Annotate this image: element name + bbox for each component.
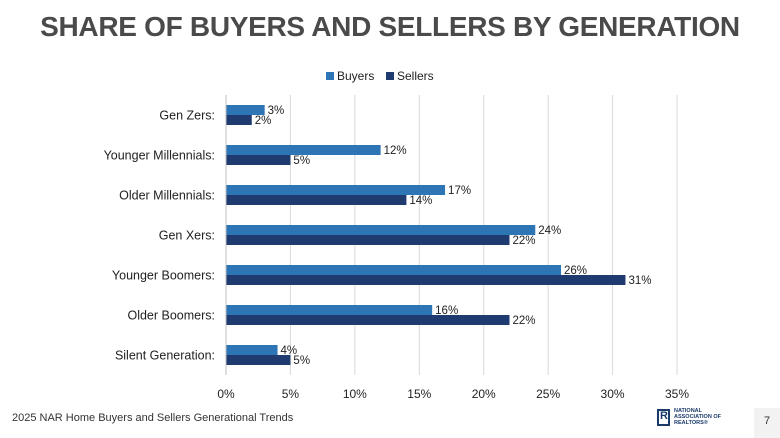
page-number: 7 (754, 408, 780, 438)
bar-sellers (226, 155, 291, 165)
category-label: Younger Millennials: (104, 149, 215, 163)
legend-swatch (386, 72, 394, 80)
legend-label: Buyers (337, 69, 374, 83)
legend-swatch (326, 72, 334, 80)
data-label: 2% (255, 115, 272, 127)
data-label: 5% (293, 155, 310, 167)
bar-sellers (226, 235, 510, 245)
x-tick-label: 0% (217, 387, 235, 401)
category-label: Silent Generation: (115, 349, 215, 363)
bar-sellers (226, 315, 510, 325)
category-label: Gen Xers: (159, 229, 215, 243)
data-label: 22% (512, 235, 535, 247)
bar-sellers (226, 115, 252, 125)
x-tick-label: 35% (665, 387, 689, 401)
bar-buyers (226, 305, 433, 315)
x-tick-label: 10% (343, 387, 367, 401)
data-label: 12% (384, 145, 407, 157)
bar-buyers (226, 265, 562, 275)
data-label: 16% (435, 305, 458, 317)
category-label: Gen Zers: (159, 109, 215, 123)
legend-label: Sellers (397, 69, 434, 83)
source-footnote: 2025 NAR Home Buyers and Sellers Generat… (12, 412, 294, 424)
nar-logo: NATIONAL ASSOCIATION OF REALTORS® (657, 407, 737, 429)
category-label: Older Boomers: (127, 309, 215, 323)
data-label: 22% (512, 315, 535, 327)
bar-buyers (226, 185, 446, 195)
realtor-r-icon (657, 409, 670, 426)
data-label: 4% (281, 345, 298, 357)
category-label: Older Millennials: (119, 189, 215, 203)
logo-text: NATIONAL ASSOCIATION OF REALTORS® (674, 408, 721, 426)
data-label: 17% (448, 185, 471, 197)
bar-sellers (226, 275, 626, 285)
data-label: 5% (293, 355, 310, 367)
bar-sellers (226, 195, 407, 205)
data-label: 14% (409, 195, 432, 207)
data-label: 26% (564, 265, 587, 277)
x-tick-label: 5% (282, 387, 300, 401)
data-label: 3% (268, 105, 285, 117)
bar-buyers (226, 225, 536, 235)
bar-buyers (226, 145, 381, 155)
bar-sellers (226, 355, 291, 365)
bar-chart: 0% 5% 10% 15% 20% 25% 30% 35% Buyers Sellers Gen Z… (104, 69, 690, 401)
data-label: 31% (628, 275, 651, 287)
data-label: 24% (538, 225, 561, 237)
category-label: Younger Boomers: (112, 269, 215, 283)
x-tick-label: 20% (472, 387, 496, 401)
bar-buyers (226, 105, 265, 115)
chart-title: SHARE OF BUYERS AND SELLERS BY GENERATIO… (40, 11, 740, 42)
x-tick-label: 15% (407, 387, 431, 401)
bar-buyers (226, 345, 278, 355)
x-tick-label: 30% (601, 387, 625, 401)
x-tick-label: 25% (536, 387, 560, 401)
